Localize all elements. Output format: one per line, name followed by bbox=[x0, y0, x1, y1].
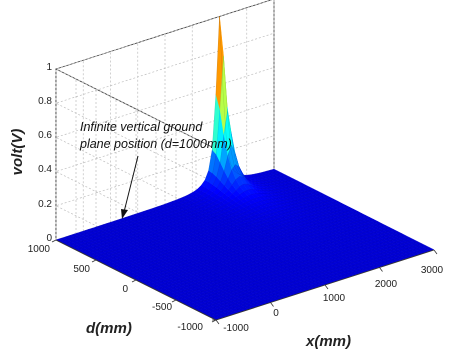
x-tick-label: 0 bbox=[273, 308, 279, 319]
x-tick-label: 1000 bbox=[323, 293, 346, 304]
x-tick-label: 3000 bbox=[421, 265, 444, 276]
mesh-line bbox=[79, 180, 299, 253]
d-tick-mark bbox=[171, 299, 177, 303]
mesh-line bbox=[115, 199, 335, 271]
mesh-line bbox=[75, 176, 295, 251]
z-tick-label: 0.6 bbox=[38, 130, 52, 141]
mesh-line bbox=[143, 213, 363, 285]
d-tick-mark bbox=[211, 319, 217, 323]
mesh-line bbox=[167, 225, 387, 297]
x-tick-mark bbox=[433, 249, 438, 255]
voltage-surface bbox=[55, 16, 435, 321]
mesh-line bbox=[127, 205, 347, 277]
mesh-line bbox=[103, 193, 323, 265]
mesh-line bbox=[83, 182, 303, 255]
mesh-line bbox=[71, 164, 291, 249]
z-tick-label: 0.8 bbox=[38, 96, 52, 107]
mesh-line bbox=[171, 227, 391, 299]
d-axis-title: d(mm) bbox=[86, 320, 132, 337]
annotation-line-2: plane position (d=1000mm) bbox=[79, 137, 232, 151]
mesh-line bbox=[191, 237, 411, 309]
mesh-line bbox=[199, 241, 419, 313]
mesh-line bbox=[55, 16, 275, 241]
x-tick-label: -1000 bbox=[223, 323, 249, 334]
annotation-arrowhead bbox=[121, 209, 128, 219]
mesh-line bbox=[131, 207, 351, 279]
mesh-line bbox=[147, 215, 367, 287]
z-tick-label: 0 bbox=[46, 233, 52, 244]
x-axis-title: x(mm) bbox=[305, 333, 351, 350]
mesh-line bbox=[59, 56, 279, 243]
x-tick-mark bbox=[270, 302, 274, 307]
annotation: Infinite vertical ground plane position … bbox=[79, 120, 232, 219]
d-tick-mark bbox=[131, 279, 137, 283]
z-tick-label: 1 bbox=[46, 62, 52, 73]
mesh-line bbox=[135, 209, 355, 281]
d-tick-label: 500 bbox=[73, 264, 90, 275]
z-tick-label: 0.4 bbox=[38, 164, 52, 175]
d-tick-mark bbox=[51, 239, 57, 243]
mesh-line bbox=[179, 231, 399, 303]
plot-box-floor-grid bbox=[51, 239, 438, 325]
d-tick-label: -1000 bbox=[177, 322, 203, 333]
x-tick-label: 2000 bbox=[375, 279, 398, 290]
annotation-arrow bbox=[123, 155, 139, 213]
mesh-line bbox=[175, 229, 395, 301]
z-axis-title: volt(V) bbox=[9, 129, 26, 176]
mesh-line bbox=[123, 203, 343, 275]
mesh-line bbox=[211, 247, 431, 319]
mesh-line bbox=[163, 223, 383, 295]
mesh-line bbox=[95, 189, 315, 261]
d-tick-label: -500 bbox=[152, 302, 172, 313]
mesh-line bbox=[203, 243, 423, 315]
mesh-line bbox=[107, 195, 327, 267]
x-tick-mark bbox=[379, 267, 383, 272]
mesh-line bbox=[63, 111, 283, 245]
mesh-line bbox=[195, 239, 415, 311]
d-axis-ticks: 1000 500 0 -500 -1000 bbox=[28, 244, 204, 333]
d-tick-label: 1000 bbox=[28, 244, 51, 255]
d-tick-mark bbox=[91, 259, 97, 263]
d-tick-label: 0 bbox=[122, 284, 128, 295]
x-tick-mark bbox=[324, 284, 329, 290]
mesh-line bbox=[207, 245, 427, 317]
annotation-line-1: Infinite vertical ground bbox=[80, 120, 203, 134]
mesh-line bbox=[159, 221, 379, 293]
mesh-line bbox=[87, 185, 307, 257]
mesh-line bbox=[151, 217, 371, 289]
mesh-line bbox=[99, 191, 319, 263]
mesh-line bbox=[183, 233, 403, 305]
mesh-line bbox=[187, 235, 407, 307]
mesh-line bbox=[155, 219, 375, 291]
x-axis-ticks: -1000 0 1000 2000 3000 bbox=[223, 265, 443, 334]
mesh-line bbox=[139, 211, 359, 283]
mesh-line bbox=[111, 197, 331, 269]
z-tick-label: 0.2 bbox=[38, 199, 52, 210]
mesh-line bbox=[119, 201, 339, 273]
mesh-line bbox=[91, 187, 311, 259]
x-tick-mark bbox=[215, 319, 220, 325]
z-axis-ticks: 0 0.2 0.4 0.6 0.8 1 bbox=[38, 62, 52, 244]
mesh-line bbox=[67, 144, 287, 247]
